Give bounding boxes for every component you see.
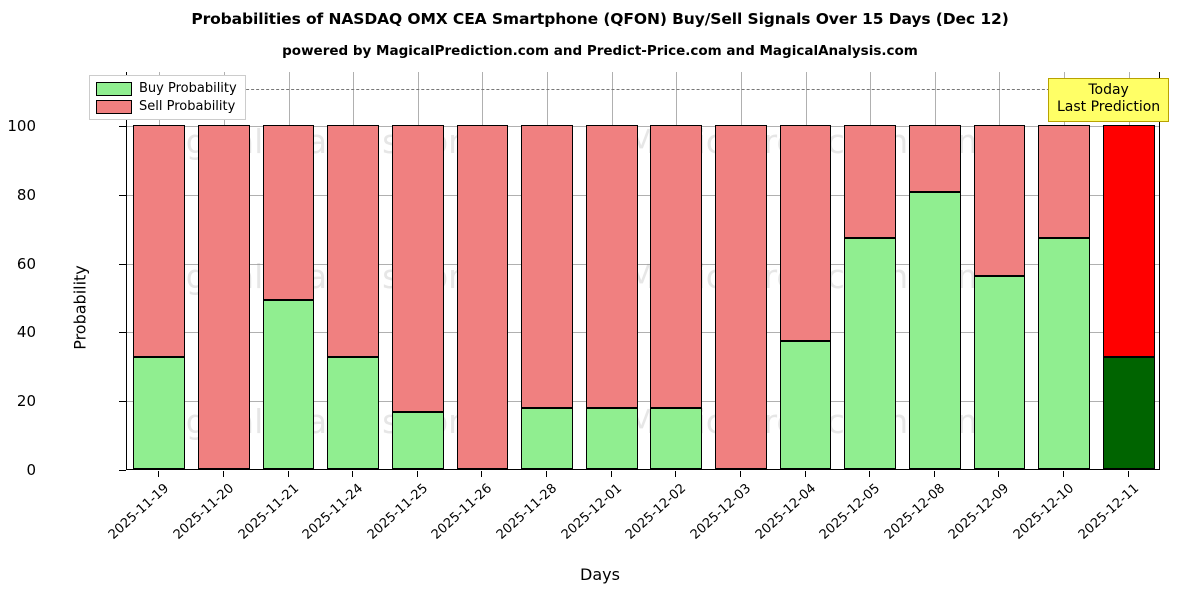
bar-segment-sell[interactable] bbox=[456, 125, 509, 469]
bar-segment-buy[interactable] bbox=[844, 238, 897, 469]
x-axis-tick-mark bbox=[546, 471, 548, 477]
bar-segment-sell[interactable] bbox=[908, 125, 961, 193]
x-axis-label: Days bbox=[580, 565, 620, 584]
x-axis-tick-mark bbox=[416, 471, 418, 477]
dashed-reference-line bbox=[126, 89, 1160, 90]
bar-segment-sell[interactable] bbox=[1102, 125, 1155, 357]
bar-segment-buy[interactable] bbox=[1038, 238, 1090, 469]
bar-group[interactable] bbox=[908, 72, 961, 469]
bar-group[interactable] bbox=[1038, 72, 1090, 469]
bar-group[interactable] bbox=[133, 72, 186, 469]
x-axis-tick-mark bbox=[804, 471, 806, 477]
today-annotation-box: Today Last Prediction bbox=[1048, 78, 1170, 122]
x-axis-tick-mark bbox=[869, 471, 871, 477]
bar-segment-sell[interactable] bbox=[521, 125, 573, 409]
legend-item-sell: Sell Probability bbox=[96, 99, 237, 114]
bar-segment-buy[interactable] bbox=[521, 408, 573, 469]
y-axis-tick-mark bbox=[119, 263, 126, 265]
gridline-horizontal bbox=[127, 263, 1159, 265]
bar-segment-buy[interactable] bbox=[650, 408, 703, 469]
bar-segment-sell[interactable] bbox=[844, 125, 897, 239]
bar-group[interactable] bbox=[198, 72, 250, 469]
bar-segment-sell[interactable] bbox=[973, 125, 1026, 276]
bar-group[interactable] bbox=[844, 72, 897, 469]
bar-segment-sell[interactable] bbox=[715, 125, 767, 469]
bar-segment-sell[interactable] bbox=[262, 125, 315, 300]
bar-segment-sell[interactable] bbox=[133, 125, 186, 357]
gridline-horizontal bbox=[127, 194, 1159, 196]
y-axis-tick-mark bbox=[119, 126, 126, 127]
chart-subtitle: powered by MagicalPrediction.com and Pre… bbox=[282, 43, 918, 59]
x-axis-tick-mark bbox=[158, 471, 160, 477]
bar-segment-buy[interactable] bbox=[908, 192, 961, 469]
bar-series-container bbox=[127, 72, 1159, 469]
plot-area: MagicalAnalysis.comMagicaPrediction.comM… bbox=[126, 72, 1160, 470]
y-axis-tick-label: 100 bbox=[7, 117, 36, 135]
y-axis-tick-label: 60 bbox=[16, 254, 36, 273]
chart-legend: Buy Probability Sell Probability bbox=[89, 75, 246, 120]
bar-group[interactable] bbox=[521, 72, 573, 469]
y-axis-tick-mark bbox=[119, 194, 126, 196]
x-axis-tick-mark bbox=[222, 471, 224, 477]
x-axis-tick-mark bbox=[998, 471, 1000, 477]
bar-segment-sell[interactable] bbox=[650, 125, 703, 409]
bar-group[interactable] bbox=[585, 72, 638, 469]
legend-label-sell: Sell Probability bbox=[139, 99, 236, 114]
y-axis-tick-label: 20 bbox=[16, 392, 36, 411]
bar-segment-sell[interactable] bbox=[1038, 125, 1090, 239]
legend-swatch-buy-icon bbox=[96, 81, 132, 96]
x-axis-tick-mark bbox=[739, 471, 741, 477]
x-axis-tick-mark bbox=[675, 471, 677, 477]
y-axis-label: Probability bbox=[70, 265, 90, 350]
x-axis-tick-mark bbox=[1127, 471, 1129, 477]
y-axis-tick-mark bbox=[119, 401, 126, 403]
bar-group[interactable] bbox=[262, 72, 315, 469]
y-axis-tick-label: 40 bbox=[16, 323, 36, 342]
bar-group[interactable] bbox=[973, 72, 1026, 469]
today-label-line2: Last Prediction bbox=[1057, 98, 1161, 115]
bar-segment-buy[interactable] bbox=[262, 299, 315, 469]
bar-segment-buy[interactable] bbox=[391, 411, 444, 469]
gridline-horizontal bbox=[127, 401, 1159, 403]
y-axis-tick-mark bbox=[119, 470, 126, 471]
bar-segment-sell[interactable] bbox=[779, 125, 832, 342]
bar-segment-sell[interactable] bbox=[585, 125, 638, 409]
bar-segment-sell[interactable] bbox=[198, 125, 250, 469]
bar-segment-sell[interactable] bbox=[327, 125, 380, 357]
x-axis-tick-mark bbox=[610, 471, 612, 477]
bar-group[interactable] bbox=[1102, 72, 1155, 469]
bar-group[interactable] bbox=[327, 72, 380, 469]
bar-group[interactable] bbox=[779, 72, 832, 469]
bar-segment-sell[interactable] bbox=[391, 125, 444, 412]
bar-group[interactable] bbox=[391, 72, 444, 469]
y-axis-tick-mark bbox=[119, 332, 126, 334]
y-axis-tick-label: 0 bbox=[26, 461, 36, 479]
bar-segment-buy[interactable] bbox=[133, 356, 186, 469]
x-axis-tick-mark bbox=[481, 471, 483, 477]
bar-segment-buy[interactable] bbox=[779, 341, 832, 469]
legend-swatch-sell-icon bbox=[96, 99, 132, 114]
gridline-horizontal bbox=[127, 332, 1159, 334]
legend-label-buy: Buy Probability bbox=[139, 81, 237, 96]
x-axis-tick-mark bbox=[287, 471, 289, 477]
gridline-horizontal bbox=[127, 126, 1159, 127]
x-axis-tick-mark bbox=[352, 471, 354, 477]
bar-group[interactable] bbox=[650, 72, 703, 469]
today-label-line1: Today bbox=[1088, 82, 1129, 98]
bar-segment-buy[interactable] bbox=[585, 408, 638, 469]
chart-title: Probabilities of NASDAQ OMX CEA Smartpho… bbox=[191, 10, 1009, 28]
x-axis-tick-mark bbox=[1063, 471, 1065, 477]
bar-group[interactable] bbox=[456, 72, 509, 469]
bar-segment-buy[interactable] bbox=[973, 275, 1026, 469]
bar-segment-buy[interactable] bbox=[1102, 356, 1155, 469]
bar-segment-buy[interactable] bbox=[327, 356, 380, 469]
x-axis-tick-mark bbox=[933, 471, 935, 477]
legend-item-buy: Buy Probability bbox=[96, 81, 237, 96]
y-axis-tick-label: 80 bbox=[16, 185, 36, 204]
bar-group[interactable] bbox=[715, 72, 767, 469]
